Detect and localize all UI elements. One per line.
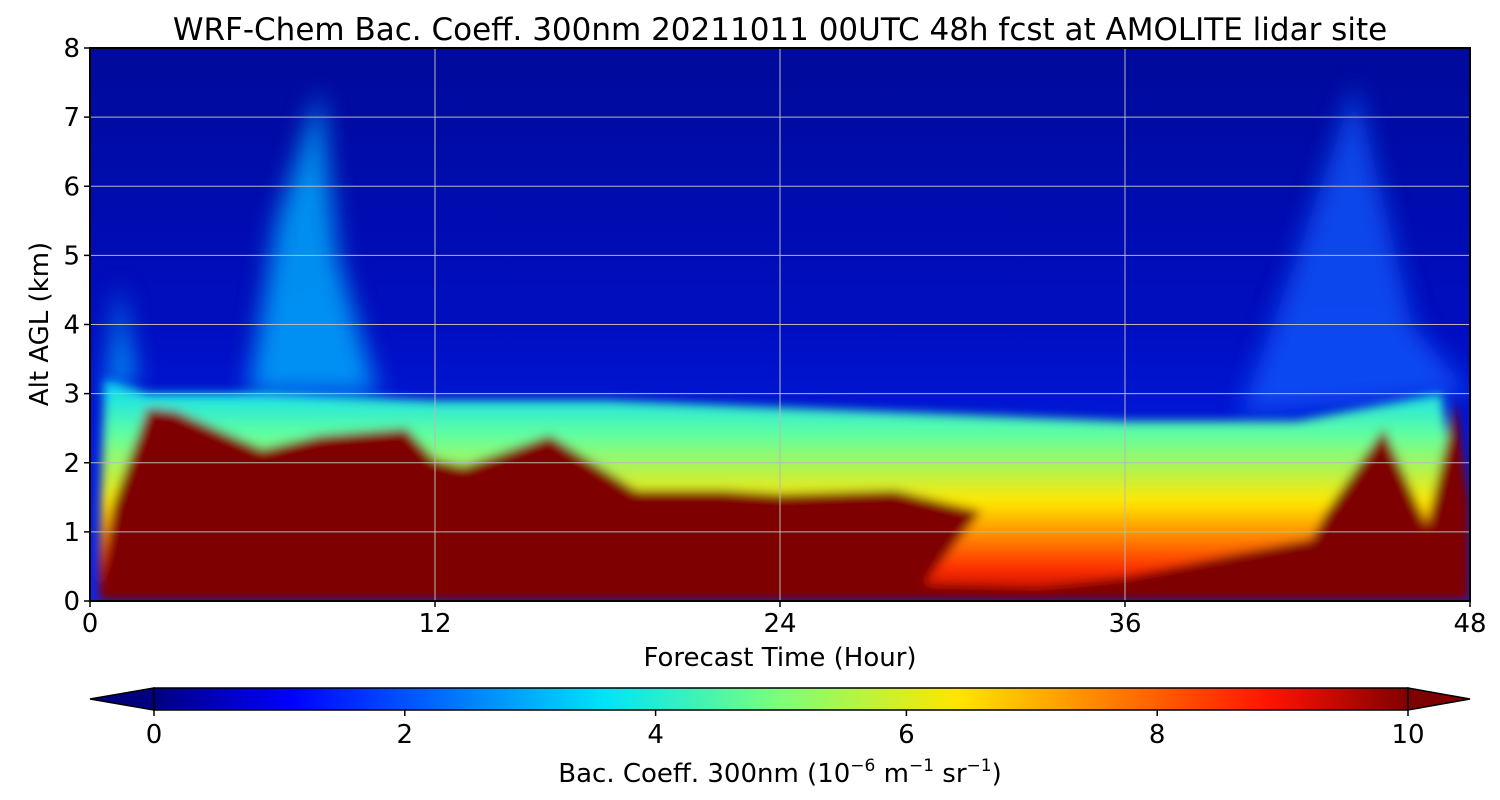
y-tick-label: 5 <box>63 241 80 271</box>
x-axis: 0 12 24 36 48 <box>82 601 1487 639</box>
colorbar-label: Bac. Coeff. 300nm (10−6 m−1 sr−1) <box>558 756 1001 789</box>
plume-3 <box>1240 82 1470 415</box>
x-tick-label: 12 <box>418 609 451 639</box>
contour-field <box>90 48 1470 601</box>
y-tick-label: 8 <box>63 34 80 64</box>
grid-lines <box>90 48 1470 601</box>
x-tick-label: 0 <box>82 609 99 639</box>
y-tick-label: 6 <box>63 172 80 202</box>
y-tick-label: 3 <box>63 380 80 410</box>
colorbar: 0 2 4 6 8 10 Bac. Coeff. 300nm (10−6 m−1 sr−1… <box>89 687 1471 789</box>
x-tick-label: 24 <box>763 609 796 639</box>
y-axis: 0 1 2 3 4 5 6 7 8 <box>63 34 90 617</box>
y-tick-label: 1 <box>63 518 80 548</box>
chart-title: WRF-Chem Bac. Coeff. 300nm 20211011 00UT… <box>173 12 1387 48</box>
colorbar-bar <box>153 687 1409 711</box>
plume-1 <box>107 283 136 394</box>
colorbar-over-extension <box>1407 687 1471 711</box>
y-tick-label: 2 <box>63 449 80 479</box>
colorbar-ticks: 0 2 4 6 8 10 <box>146 710 1425 750</box>
colorbar-tick-label: 2 <box>397 720 414 750</box>
colorbar-tick-label: 6 <box>898 720 915 750</box>
x-axis-label: Forecast Time (Hour) <box>643 643 916 673</box>
plume-2 <box>248 89 378 394</box>
colorbar-tick-label: 8 <box>1149 720 1166 750</box>
colorbar-tick-label: 0 <box>146 720 163 750</box>
y-tick-label: 0 <box>63 587 80 617</box>
colorbar-tick-label: 10 <box>1391 720 1424 750</box>
y-axis-label: Alt AGL (km) <box>25 242 55 406</box>
x-tick-label: 36 <box>1108 609 1141 639</box>
y-tick-label: 4 <box>63 311 80 341</box>
colorbar-tick-label: 4 <box>647 720 664 750</box>
colorbar-under-extension <box>89 687 155 711</box>
saturated-core-region <box>97 400 1470 601</box>
x-tick-label: 48 <box>1453 609 1486 639</box>
y-tick-label: 7 <box>63 103 80 133</box>
